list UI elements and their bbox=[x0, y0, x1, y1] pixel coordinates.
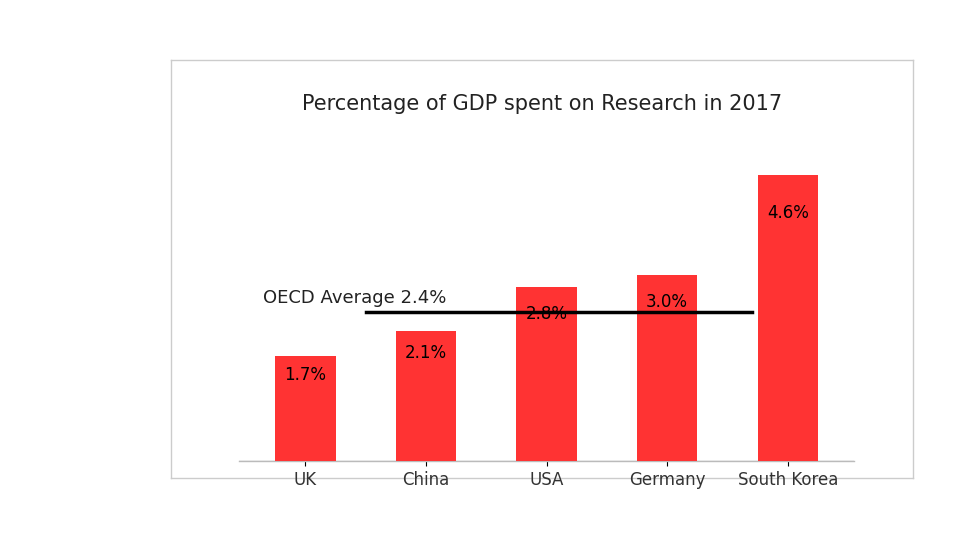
Text: 2.8%: 2.8% bbox=[525, 305, 568, 323]
Text: 4.6%: 4.6% bbox=[767, 204, 809, 222]
Text: 3.0%: 3.0% bbox=[646, 293, 688, 311]
Bar bbox=[516, 287, 577, 461]
Text: 1.7%: 1.7% bbox=[284, 366, 326, 384]
Text: Percentage of GDP spent on Research in 2017: Percentage of GDP spent on Research in 2… bbox=[302, 94, 782, 114]
Bar bbox=[637, 274, 697, 461]
Text: OECD Average 2.4%: OECD Average 2.4% bbox=[264, 289, 447, 307]
Text: 2.1%: 2.1% bbox=[405, 344, 447, 362]
Bar bbox=[396, 330, 456, 461]
Bar bbox=[757, 175, 818, 461]
Bar bbox=[275, 356, 336, 461]
